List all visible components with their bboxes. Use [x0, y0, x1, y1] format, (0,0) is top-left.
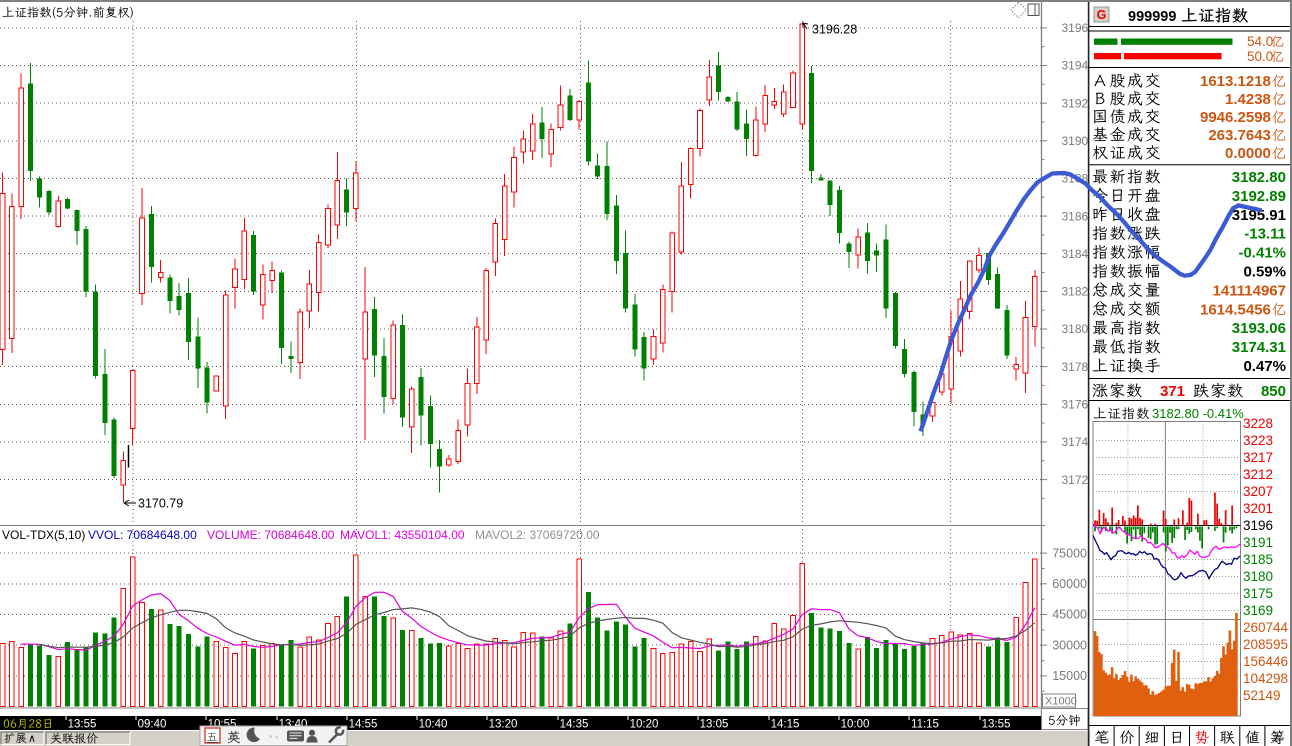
svg-text:156446: 156446: [1243, 654, 1288, 669]
svg-text:0.47%: 0.47%: [1243, 358, 1286, 375]
svg-text:X1000: X1000: [1045, 696, 1077, 708]
svg-text:60000: 60000: [1052, 577, 1087, 591]
svg-text:14:55: 14:55: [349, 719, 378, 731]
svg-text:3228: 3228: [1243, 416, 1273, 431]
svg-text:3201: 3201: [1243, 501, 1273, 516]
svg-text:3223: 3223: [1243, 433, 1273, 448]
svg-text:-13.11: -13.11: [1244, 226, 1286, 243]
svg-text:10:40: 10:40: [419, 719, 448, 731]
svg-text:3180: 3180: [1062, 322, 1089, 336]
svg-text:3186: 3186: [1062, 209, 1089, 223]
svg-text:MAVOL2: 37069720.00: MAVOL2: 37069720.00: [475, 528, 600, 542]
svg-text:-0.41%: -0.41%: [1238, 245, 1286, 262]
svg-text:0.59%: 0.59%: [1243, 264, 1286, 281]
svg-text:999999: 999999: [1128, 9, 1176, 25]
svg-text:15000: 15000: [1052, 669, 1087, 683]
svg-text:MAVOL1: 43550104.00: MAVOL1: 43550104.00: [340, 528, 465, 542]
svg-text:10:20: 10:20: [630, 719, 659, 731]
svg-text:3182.80 -0.41%: 3182.80 -0.41%: [1152, 406, 1244, 421]
svg-text:3196.28: 3196.28: [812, 23, 857, 37]
svg-text:850: 850: [1261, 383, 1286, 400]
svg-text:208595: 208595: [1243, 637, 1288, 652]
svg-text:09:40: 09:40: [138, 719, 167, 731]
svg-text:3192: 3192: [1062, 96, 1089, 110]
svg-text:1613.1218: 1613.1218: [1200, 73, 1271, 90]
svg-text:∧: ∧: [28, 733, 36, 745]
svg-text:52149: 52149: [1243, 688, 1281, 703]
svg-text:14:35: 14:35: [560, 719, 589, 731]
svg-text:3212: 3212: [1243, 467, 1273, 482]
svg-text:3217: 3217: [1243, 450, 1273, 465]
svg-text:13:55: 13:55: [68, 719, 97, 731]
svg-text:3196: 3196: [1243, 518, 1273, 533]
svg-text:3191: 3191: [1243, 535, 1273, 550]
svg-text:141114967: 141114967: [1213, 282, 1286, 299]
svg-text:3176: 3176: [1062, 398, 1089, 412]
svg-text:3185: 3185: [1243, 552, 1273, 567]
svg-text:9946.2598: 9946.2598: [1200, 109, 1271, 126]
svg-text:G: G: [1097, 8, 1107, 22]
svg-text:75000: 75000: [1052, 546, 1087, 560]
svg-text:1.4238: 1.4238: [1225, 91, 1271, 108]
svg-text:3174: 3174: [1062, 435, 1089, 449]
svg-text:3180: 3180: [1243, 569, 1273, 584]
svg-text:11:15: 11:15: [911, 719, 939, 731]
svg-text:3194: 3194: [1062, 59, 1089, 73]
svg-text:13:20: 13:20: [489, 719, 518, 731]
svg-text:0.0000: 0.0000: [1225, 145, 1271, 162]
svg-text:3190: 3190: [1062, 134, 1089, 148]
svg-text:3172: 3172: [1062, 473, 1089, 487]
svg-text:3182: 3182: [1062, 285, 1089, 299]
svg-text:3182.80: 3182.80: [1232, 169, 1286, 186]
svg-text:3192.89: 3192.89: [1232, 188, 1286, 205]
svg-text:54.0: 54.0: [1247, 34, 1273, 49]
svg-text:371: 371: [1160, 383, 1185, 400]
svg-text:260744: 260744: [1243, 620, 1289, 635]
svg-text:3195.91: 3195.91: [1232, 207, 1286, 224]
svg-text:3207: 3207: [1243, 484, 1273, 499]
svg-text:3170.79: 3170.79: [138, 497, 183, 511]
svg-text:50.0: 50.0: [1247, 49, 1273, 64]
svg-text:10:00: 10:00: [841, 719, 870, 731]
svg-text:VOLUME: 70684648.00: VOLUME: 70684648.00: [207, 528, 335, 542]
svg-text:14:15: 14:15: [771, 719, 800, 731]
svg-text:104298: 104298: [1243, 671, 1288, 686]
svg-text:VVOL: 70684648.00: VVOL: 70684648.00: [88, 528, 197, 542]
svg-text:3196: 3196: [1062, 21, 1089, 35]
svg-text:VOL-TDX(5,10): VOL-TDX(5,10): [2, 528, 85, 542]
svg-text:13:05: 13:05: [700, 719, 729, 731]
svg-text:3184: 3184: [1062, 247, 1089, 261]
svg-text:3169: 3169: [1243, 603, 1273, 618]
svg-text:3193.06: 3193.06: [1232, 320, 1286, 337]
svg-text:13:55: 13:55: [982, 719, 1011, 731]
svg-text:3178: 3178: [1062, 360, 1089, 374]
svg-text:3175: 3175: [1243, 586, 1273, 601]
svg-text:3174.31: 3174.31: [1232, 339, 1286, 356]
svg-text:30000: 30000: [1052, 638, 1087, 652]
svg-text:1614.5456: 1614.5456: [1200, 301, 1271, 318]
svg-text:45000: 45000: [1052, 608, 1087, 622]
svg-text:263.7643: 263.7643: [1208, 127, 1271, 144]
